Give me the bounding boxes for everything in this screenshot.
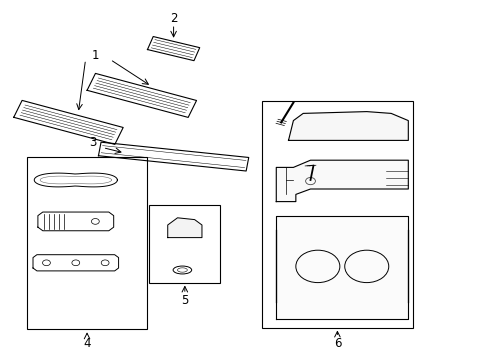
Bar — [149, 205, 220, 283]
Polygon shape — [288, 112, 407, 140]
Bar — [261, 101, 412, 328]
Bar — [27, 157, 146, 329]
Text: 1: 1 — [91, 49, 99, 62]
Text: 6: 6 — [333, 337, 341, 350]
Text: 5: 5 — [181, 294, 188, 307]
Text: 4: 4 — [83, 337, 91, 350]
Polygon shape — [276, 216, 407, 319]
Polygon shape — [276, 160, 407, 202]
Text: 3: 3 — [89, 136, 97, 149]
Text: 2: 2 — [169, 12, 177, 25]
Polygon shape — [167, 218, 202, 238]
